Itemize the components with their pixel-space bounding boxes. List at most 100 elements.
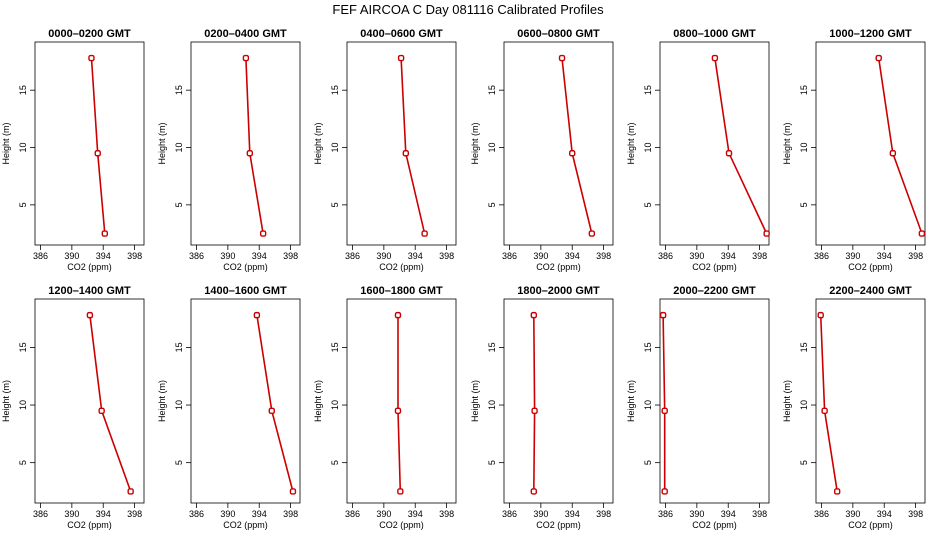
panel-10-ytick-label: 15 <box>487 342 497 352</box>
panel-4-title: 0600–0800 GMT <box>517 28 600 40</box>
panel-8-data-point <box>289 488 297 495</box>
panel-2-xtick-label: 386 <box>189 251 204 261</box>
panel-4-frame <box>503 41 614 246</box>
panel-12-xtick-label: 386 <box>814 509 829 519</box>
panel-7-xtick-label: 390 <box>64 509 79 519</box>
panel-8-xtick-label: 390 <box>220 509 235 519</box>
panel-11: 2000–2200 GMT 386 390 394 398 5 10 15 CO2 (ppm) H… <box>626 285 770 530</box>
panel-2-series-line <box>245 58 264 234</box>
panel-3-xtick-label: 386 <box>345 251 360 261</box>
panel-8-xtick-label: 394 <box>252 509 267 519</box>
panel-7-frame <box>34 298 145 504</box>
panel-10-ytick-label: 5 <box>487 460 497 465</box>
panel-9-series-line <box>397 315 402 492</box>
panel-5: 0800–1000 GMT 386 390 394 398 5 10 15 CO2 (ppm) H… <box>626 28 770 272</box>
panel-1-frame <box>34 41 145 246</box>
panel-3-series-line <box>400 58 426 234</box>
panel-11-data-point <box>659 311 667 319</box>
panel-9-ytick-label: 10 <box>330 400 340 410</box>
panel-8-ytick-label: 15 <box>174 342 184 352</box>
panel-1-xtick-label: 398 <box>127 251 142 261</box>
panel-11-ytick-label: 15 <box>643 342 653 352</box>
panel-2-xtick-label: 398 <box>283 251 298 261</box>
panel-8-xtick-label: 398 <box>283 509 298 519</box>
panel-4-ytick-label: 15 <box>487 85 497 95</box>
panel-7-xtick-label: 394 <box>96 509 111 519</box>
panel-8-title: 1400–1600 GMT <box>204 285 287 297</box>
panel-6-ylabel: Height (m) <box>782 122 792 164</box>
panel-11-frame <box>659 298 770 504</box>
panel-9-title: 1600–1800 GMT <box>360 285 443 297</box>
panel-1-title: 0000–0200 GMT <box>48 28 131 40</box>
panel-4-ytick-label: 5 <box>487 202 497 207</box>
panel-1: 0000–0200 GMT 386 390 394 398 5 10 15 CO2 (ppm) H… <box>1 28 145 272</box>
panel-4-data-point <box>558 54 566 62</box>
panel-1-xlabel: CO2 (ppm) <box>67 262 112 272</box>
panel-1-ytick-label: 5 <box>18 202 28 207</box>
panel-9-data-point <box>394 407 402 414</box>
panel-5-xlabel: CO2 (ppm) <box>692 262 737 272</box>
panel-4-ytick-label: 10 <box>487 143 497 153</box>
panel-12-ytick-label: 15 <box>799 342 809 352</box>
panel-10-xtick-label: 394 <box>565 509 580 519</box>
panel-6-title: 1000–1200 GMT <box>829 28 912 40</box>
panel-2-xlabel: CO2 (ppm) <box>223 262 268 272</box>
panel-10-series-line <box>533 315 536 492</box>
panel-7-data-point <box>98 407 105 414</box>
panel-2-ytick-label: 5 <box>174 202 184 207</box>
panel-5-xtick-label: 398 <box>752 251 767 261</box>
panel-7-ytick-label: 10 <box>18 400 28 410</box>
panel-1-xtick-label: 394 <box>96 251 111 261</box>
panel-12-ylabel: Height (m) <box>782 380 792 422</box>
panel-9-xtick-label: 398 <box>439 509 454 519</box>
panel-12-frame <box>815 298 926 504</box>
panel-6-xtick-label: 394 <box>877 251 892 261</box>
panel-11-ytick-label: 5 <box>643 460 653 465</box>
panel-12: 2200–2400 GMT 386 390 394 398 5 10 15 CO2 (ppm) H… <box>782 285 926 530</box>
panel-1-data-point <box>101 230 108 237</box>
panel-3-data-point <box>397 54 405 62</box>
panel-8-xlabel: CO2 (ppm) <box>223 520 268 530</box>
panel-4-xtick-label: 398 <box>596 251 611 261</box>
panel-11-title: 2000–2200 GMT <box>673 285 756 297</box>
panel-7-ytick-label: 5 <box>18 460 28 465</box>
panel-6: 1000–1200 GMT 386 390 394 398 5 10 15 CO2 (ppm) H… <box>782 28 926 272</box>
panel-2-ytick-label: 10 <box>174 143 184 153</box>
panel-9-frame <box>346 298 457 504</box>
panel-5-ytick-label: 10 <box>643 143 653 153</box>
panel-4: 0600–0800 GMT 386 390 394 398 5 10 15 CO2 (ppm) H… <box>470 28 614 272</box>
panel-7-data-point <box>86 311 94 319</box>
panel-5-ytick-label: 15 <box>643 85 653 95</box>
panel-2-data-point <box>246 150 254 157</box>
panel-8: 1400–1600 GMT 386 390 394 398 5 10 15 CO2 (ppm) H… <box>157 285 301 530</box>
panel-10-ylabel: Height (m) <box>470 380 480 422</box>
panel-5-data-point <box>763 230 770 237</box>
panel-8-data-point <box>253 311 261 319</box>
panel-7-series-line <box>89 315 132 492</box>
panel-1-xtick-label: 390 <box>64 251 79 261</box>
panel-6-xtick-label: 390 <box>845 251 860 261</box>
panel-6-series-line <box>877 57 923 234</box>
panel-1-series-line <box>90 58 106 234</box>
panel-7-xtick-label: 386 <box>33 509 48 519</box>
panel-3: 0400–0600 GMT 386 390 394 398 5 10 15 CO2 (ppm) H… <box>313 28 457 272</box>
panel-9-xtick-label: 386 <box>345 509 360 519</box>
panel-4-data-point <box>569 150 576 157</box>
panel-11-data-point <box>661 488 668 495</box>
panel-12-ytick-label: 10 <box>799 400 809 410</box>
panel-3-frame <box>346 41 457 246</box>
panel-1-ytick-label: 15 <box>18 85 28 95</box>
panel-2: 0200–0400 GMT 386 390 394 398 5 10 15 CO2 (ppm) H… <box>157 28 301 272</box>
panel-6-xtick-label: 398 <box>908 251 923 261</box>
panel-11-xtick-label: 386 <box>658 509 673 519</box>
panel-11-xtick-label: 398 <box>752 509 767 519</box>
panel-6-xlabel: CO2 (ppm) <box>848 262 893 272</box>
panel-12-data-point <box>817 311 824 319</box>
panel-5-data-point <box>711 54 719 62</box>
panel-9-xtick-label: 390 <box>376 509 391 519</box>
panel-2-ylabel: Height (m) <box>157 122 167 164</box>
panel-12-xtick-label: 394 <box>877 509 892 519</box>
panel-5-ylabel: Height (m) <box>626 122 636 164</box>
panel-4-xlabel: CO2 (ppm) <box>536 262 581 272</box>
panel-2-xtick-label: 394 <box>252 251 267 261</box>
